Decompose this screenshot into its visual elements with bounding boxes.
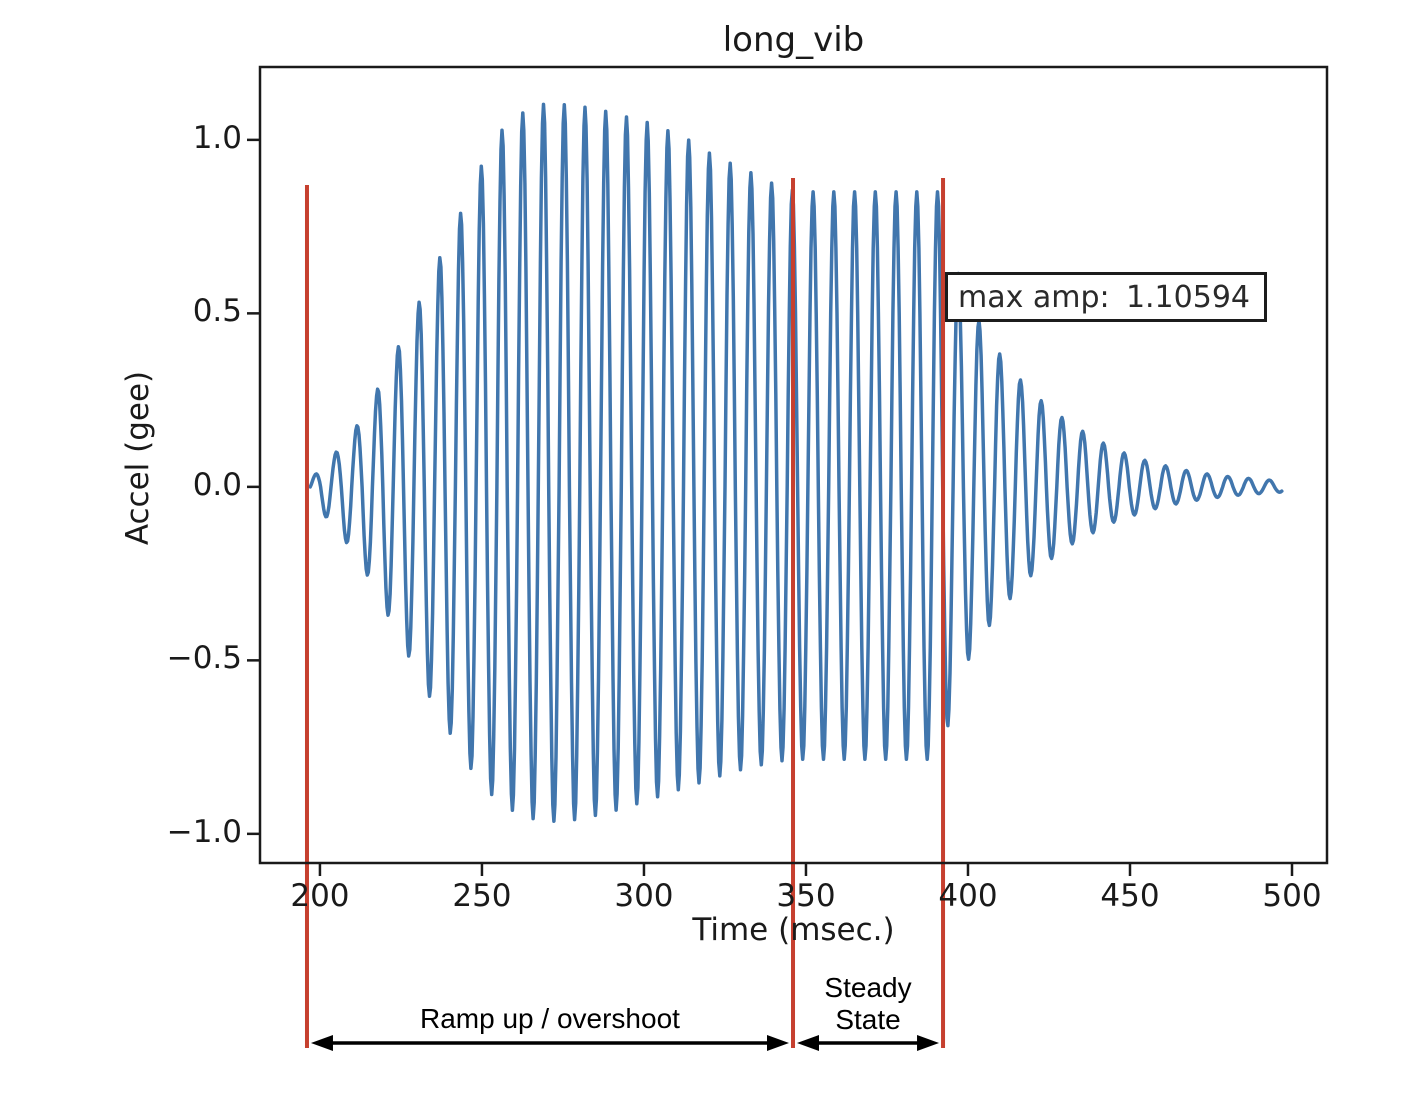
y-tick-label: −1.0 <box>166 813 242 850</box>
axes-box <box>258 65 1329 865</box>
y-tick-label: 1.0 <box>192 119 242 156</box>
x-tick-label: 250 <box>452 878 512 914</box>
x-tick-label: 350 <box>776 878 836 914</box>
ramp-region-arrow-head-right <box>767 1035 790 1051</box>
chart-title: long_vib <box>722 20 865 60</box>
max-amp-value: 1.10594 <box>1125 279 1250 315</box>
waveform-line <box>308 102 1284 823</box>
steady-region-label: Steady State <box>793 972 943 1036</box>
steady-region-label-line2: State <box>835 1004 901 1036</box>
y-axis-label: Accel (gee) <box>120 370 156 546</box>
max-amp-label: max amp: <box>958 279 1110 315</box>
x-tick-label: 450 <box>1100 878 1160 914</box>
y-tick-label: −0.5 <box>166 640 242 677</box>
steady-region-label-line1: Steady <box>824 972 912 1003</box>
x-tick-label: 300 <box>614 878 674 914</box>
ramp-region-label: Ramp up / overshoot <box>420 1003 680 1034</box>
steady-region-arrow-head-left <box>797 1035 820 1051</box>
ramp-region-arrow-head-left <box>310 1035 333 1051</box>
x-axis-label: Time (msec.) <box>692 912 895 948</box>
y-tick-label: 0.5 <box>192 293 242 330</box>
x-tick-label: 500 <box>1262 878 1322 914</box>
x-tick-label: 400 <box>938 878 998 914</box>
y-tick-label: 0.0 <box>192 466 242 503</box>
x-tick-label: 200 <box>290 878 350 914</box>
steady-region-arrow-head-right <box>917 1035 940 1051</box>
max-amp-annotation: max amp: 1.10594 <box>945 272 1267 322</box>
